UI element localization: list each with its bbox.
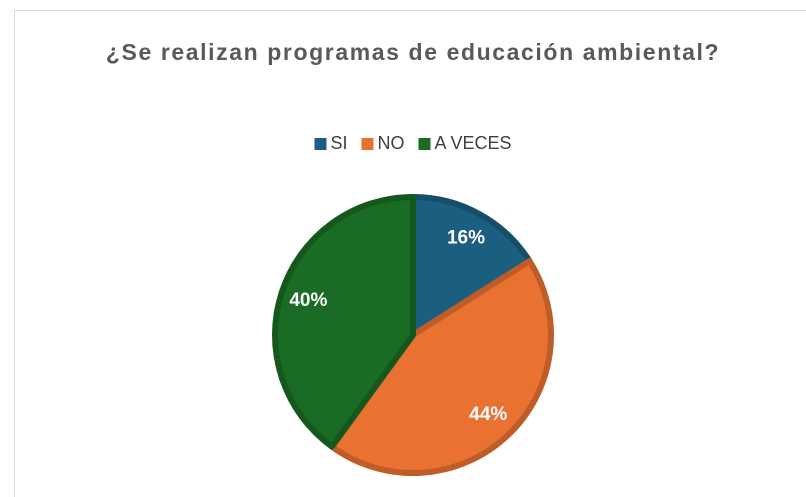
data-label: 16%	[447, 228, 485, 249]
legend-swatch	[418, 138, 431, 150]
legend-label: NO	[377, 133, 404, 153]
legend-label: A VECES	[434, 133, 511, 153]
data-label: 44%	[469, 404, 507, 425]
pie-slice	[410, 194, 533, 338]
data-label: 40%	[289, 290, 327, 311]
chart-frame	[14, 10, 806, 497]
legend-label: SI	[330, 133, 347, 153]
pie-slice	[272, 194, 416, 450]
legend-swatch	[361, 138, 374, 150]
chart-title: ¿Se realizan programas de educación ambi…	[105, 39, 721, 65]
legend-swatch	[314, 138, 327, 150]
pie-slice	[328, 258, 554, 476]
